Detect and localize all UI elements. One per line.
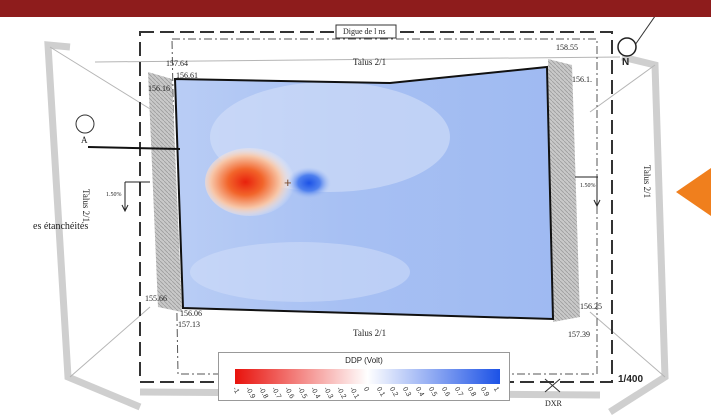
slope-arrow-right xyxy=(575,176,601,208)
legend-tick-label: 0.6 xyxy=(439,386,451,398)
next-arrow-icon[interactable] xyxy=(676,168,711,216)
right-slope-hatch xyxy=(548,59,580,322)
section-marker-circle xyxy=(75,114,95,134)
elevation-label: 158.55 xyxy=(556,43,578,52)
legend-tick-label: 0.7 xyxy=(452,386,464,398)
legend-tick-label: 0.9 xyxy=(478,386,490,398)
slope-label-right: Talus 2/1 xyxy=(642,165,652,199)
top-label-box xyxy=(335,24,397,39)
north-label: N xyxy=(622,57,630,68)
legend-tick-label: -0.7 xyxy=(270,386,283,400)
north-line xyxy=(634,17,656,46)
positive-anomaly xyxy=(205,148,295,216)
dxr-mark xyxy=(544,378,561,393)
membrane-note: es étanchéités xyxy=(33,221,89,232)
legend-tick-label: 0 xyxy=(361,386,370,393)
basin-outline xyxy=(173,65,555,321)
legend-tick-label: -0.3 xyxy=(322,386,335,400)
elevation-label: 156.1. xyxy=(572,75,592,84)
elevation-label: 157.39 xyxy=(568,330,590,339)
dashdot-boundary xyxy=(171,38,598,375)
legend-title: DDP (Volt) xyxy=(345,356,383,365)
header-bar xyxy=(0,0,711,17)
legend-tick-label: -0.8 xyxy=(257,386,270,400)
section-line xyxy=(87,146,181,150)
color-legend: DDP (Volt) -1 -0.9 -0.8 -0.7 -0.6 -0.5 -0.4 -0.… xyxy=(218,352,510,401)
elevation-label: 155.66 xyxy=(145,294,167,303)
slope-label-top: Talus 2/1 xyxy=(353,57,387,67)
elevation-label: 156.16 xyxy=(148,84,170,93)
legend-tick-label: -0.2 xyxy=(335,386,348,400)
legend-tick-label: 0.3 xyxy=(400,386,412,398)
light-zone xyxy=(190,242,410,302)
electrode-marker: + xyxy=(284,175,292,190)
legend-tick-label: -1 xyxy=(230,386,241,395)
site-plan-drawing: + xyxy=(44,17,669,415)
section-marker-label: A xyxy=(81,135,88,145)
legend-color-bar xyxy=(235,369,500,384)
slope-percent-right: 1.50% xyxy=(580,183,596,189)
legend-tick-label: -0.5 xyxy=(296,386,309,400)
dike-label: Digue de l ns xyxy=(343,27,386,36)
legend-tick-label: -0.6 xyxy=(283,386,296,400)
legend-tick-label: 1 xyxy=(491,386,500,393)
elevation-label: 156.06 xyxy=(180,309,202,318)
dxr-label: DXR xyxy=(545,399,562,408)
elevation-label: 156.61 xyxy=(176,71,198,80)
elevation-label: 157.13 xyxy=(178,320,200,329)
left-slope-hatch xyxy=(148,72,182,312)
legend-tick-label: -0.9 xyxy=(243,386,257,400)
legend-tick-label: 0.2 xyxy=(387,386,399,398)
dashed-boundary xyxy=(139,31,613,383)
legend-tick-label: -0.4 xyxy=(309,386,322,400)
slope-arrow-left xyxy=(121,181,150,213)
slope-label-bottom: Talus 2/1 xyxy=(353,328,387,338)
legend-tick-label: 0.8 xyxy=(465,386,477,398)
construction-lines xyxy=(49,46,666,378)
legend-tick-label: -0.1 xyxy=(348,386,361,400)
legend-tick-label: 0.4 xyxy=(413,386,425,398)
legend-tick-label: 0.5 xyxy=(426,386,438,398)
elevation-label: 157.64 xyxy=(166,59,188,68)
elevation-label: 156.25 xyxy=(580,302,602,311)
north-icon xyxy=(617,37,637,57)
slope-label-left: Talus 2/1 xyxy=(81,189,91,223)
scale-label: 1/400 xyxy=(618,374,644,385)
legend-tick-label: 0.1 xyxy=(374,386,386,398)
negative-anomaly xyxy=(287,167,331,199)
site-plan: + Digue de l ns Talus 2/1 Talus 2/1 Ta xyxy=(0,17,711,418)
slope-percent-left: 1.50% xyxy=(106,192,122,198)
